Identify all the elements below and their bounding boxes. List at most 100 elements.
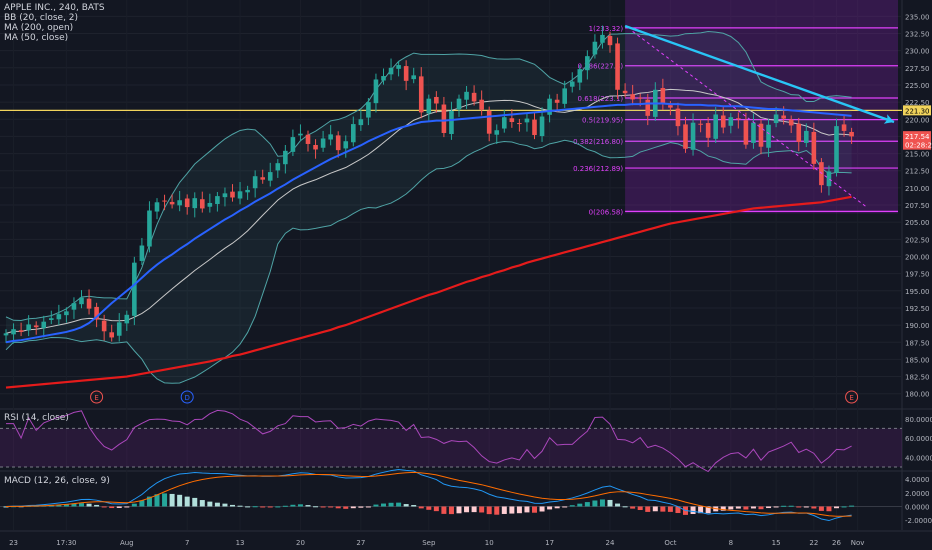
candle-body [411,75,416,80]
candle-body [298,133,303,136]
macd-histogram-bar [652,506,658,512]
fib-level-label: 0.786(227.8) [578,63,624,71]
macd-histogram-bar [471,506,477,513]
macd-histogram-bar [162,493,168,507]
candle-body [834,126,839,173]
candle-body [660,88,666,105]
macd-histogram-bar [667,506,673,512]
candle-body [720,115,726,128]
candle-body [585,56,590,71]
rsi-legend: RSI (14, close) [4,413,69,423]
candle-body [290,137,296,152]
macd-histogram-bar [282,505,288,507]
dividend-marker [180,390,194,404]
candle-body [11,329,16,335]
macd-histogram-bar [433,506,439,512]
y-tick-label: 212.50 [905,168,930,176]
macd-histogram-bar [124,506,130,508]
y-tick-label: 230.00 [905,48,930,56]
candle-body [192,198,198,209]
y-tick-label: 227.50 [905,65,930,73]
y-tick-label: 180.00 [905,391,930,399]
candle-body [3,333,9,336]
x-tick-label: 7 [185,539,189,547]
price-tag-label: 02:28:24 [905,142,932,150]
macd-tick-label: 4.0000 [905,476,930,484]
candle-body [33,325,39,328]
macd-histogram-bar [426,506,432,510]
x-tick-label: Nov [851,539,865,547]
x-tick-label: 13 [236,539,245,547]
candle-body [49,318,54,320]
marker-label: E [849,394,853,402]
candle-body [705,123,711,138]
macd-histogram-bar [3,506,9,508]
candle-body [826,171,832,187]
macd-histogram-bar [184,496,190,507]
y-tick-label: 195.00 [905,288,930,296]
macd-histogram-bar [849,505,855,507]
macd-line [5,469,852,522]
macd-histogram-bar [607,499,613,507]
candle-body [154,202,160,212]
macd-histogram-bar [139,500,145,507]
y-tick-label: 215.00 [905,151,930,159]
x-tick-label: 24 [606,539,615,547]
downtrend-line [624,24,895,124]
x-tick-label: 15 [772,539,781,547]
candle-body [18,330,24,332]
candle-body [109,332,114,338]
candle-body [600,34,605,43]
y-tick-label: 192.50 [905,305,930,313]
x-tick-label: 27 [356,539,365,547]
candle-body [486,110,492,134]
macd-histogram-bar [524,506,530,513]
macd-histogram-bar [207,501,213,507]
candle-body [26,324,31,331]
macd-histogram-bar [305,505,311,507]
macd-histogram-bar [146,496,152,507]
macd-histogram-bar [297,504,303,507]
macd-histogram-bar [169,493,175,507]
candle-body [358,119,364,126]
candle-body [758,123,764,147]
x-tick-label: 10 [485,539,494,547]
candle-body [101,320,107,332]
macd-histogram-bar [547,506,553,510]
macd-histogram-bar [464,506,470,513]
candle-body [841,124,847,131]
macd-histogram-bar [456,506,462,514]
candle-body [811,131,817,164]
candle-body [456,98,462,110]
macd-histogram-bar [275,506,281,508]
candle-body [313,144,318,150]
macd-histogram-bar [486,506,492,515]
macd-histogram-bar [788,505,794,507]
candle-body [713,114,718,139]
macd-histogram-bar [101,506,107,508]
candle-body [71,303,77,310]
macd-histogram-bar [728,506,734,510]
price-tag-label: 221.30 [905,107,930,115]
macd-histogram-bar [592,500,598,507]
y-tick-label: 187.50 [905,339,930,347]
candle-body [267,172,273,181]
trend-arrow-head [883,114,895,124]
candle-body [622,90,628,94]
candle-body [116,322,122,336]
candle-body [736,118,741,120]
candle-body [86,298,92,309]
candle-body [388,67,394,75]
price-tag-label: 217.54 [905,133,930,141]
candle-body [366,102,371,118]
price-tag [903,105,931,116]
macd-histogram-bar [539,506,545,512]
candle-body [698,123,703,125]
fib-level-label: 0.5(219.95) [582,117,623,125]
macd-histogram-bar [267,506,273,508]
macd-histogram-bar [199,500,205,507]
candle-body [683,124,688,149]
macd-histogram-bar [781,505,787,507]
